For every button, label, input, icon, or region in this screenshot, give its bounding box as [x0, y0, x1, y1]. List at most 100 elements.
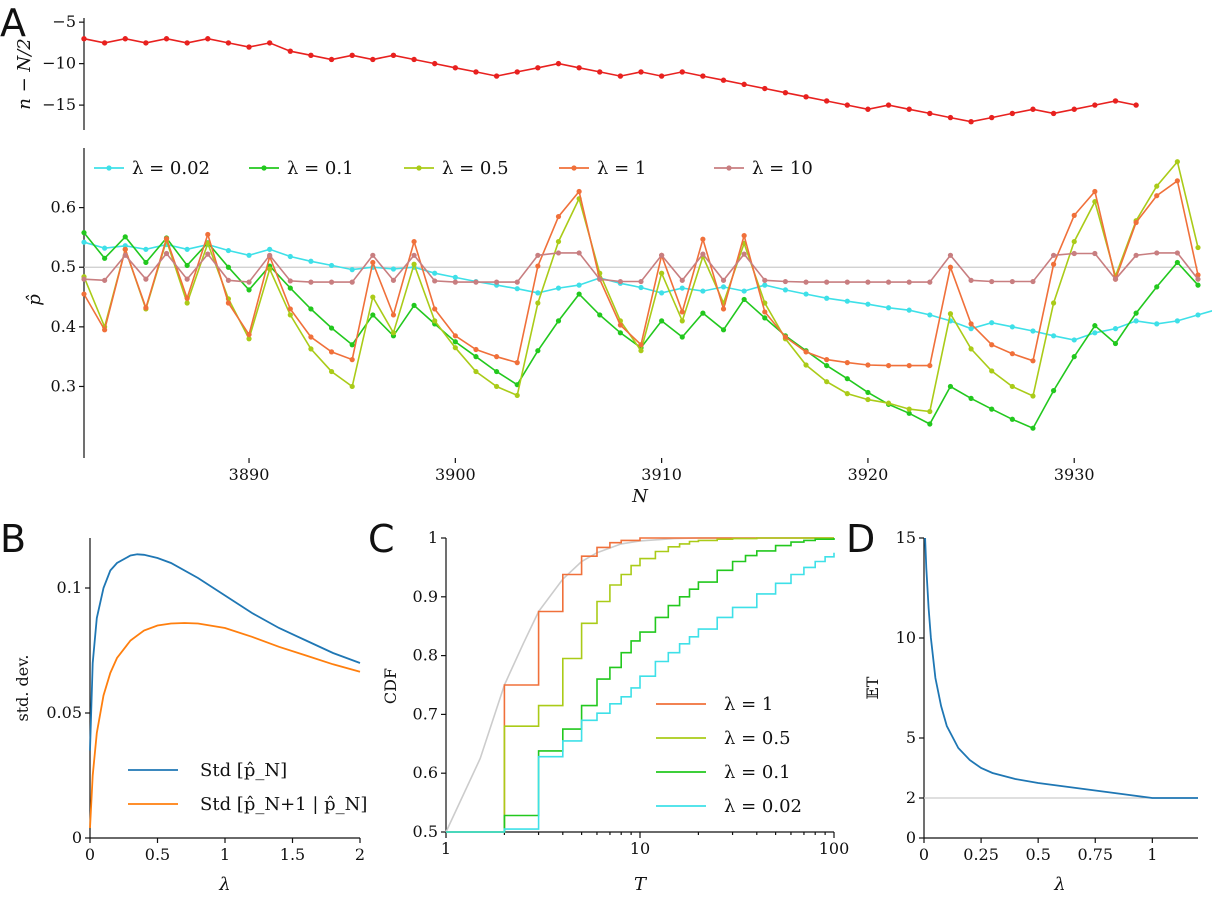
a-series-point [782, 278, 789, 285]
a-series-point [493, 354, 500, 360]
b-legend-label: Std [p̂_N+1 | p̂_N] [200, 794, 367, 815]
panel-label-c: C [368, 517, 395, 561]
a-series-point [947, 252, 954, 258]
a-series-point [989, 320, 995, 326]
a-series-point [535, 252, 541, 258]
a-series-point [473, 368, 479, 375]
c-y-tick-label: 1 [428, 528, 438, 547]
a-series-point [411, 238, 417, 245]
a-top-point [184, 40, 190, 46]
a-series-point [370, 294, 376, 300]
d-y-tick-label: 0 [906, 828, 916, 847]
a-y-tick-label: 0.4 [51, 317, 76, 336]
a-legend-label: λ = 0.02 [132, 158, 210, 179]
a-series-point [1050, 300, 1057, 306]
a-series-point [865, 396, 871, 403]
a-y-tick-label: 0.3 [51, 376, 76, 395]
a-series-point [1050, 388, 1057, 394]
a-series-point [597, 312, 603, 318]
a-series-point [659, 252, 665, 258]
a-series-point [844, 391, 850, 397]
b-x-label: λ [218, 874, 230, 895]
a-series-point [246, 331, 252, 338]
panel-label-a: A [0, 1, 26, 45]
a-series-point [741, 251, 747, 257]
a-series-point [184, 295, 190, 301]
a-series-point [473, 346, 479, 353]
a-series-point [720, 284, 727, 290]
a-top-point [741, 81, 747, 88]
a-series-point [555, 318, 562, 324]
a-series-point [700, 288, 706, 294]
b-series-line [89, 553, 361, 751]
c-legend-label: λ = 1 [724, 694, 773, 715]
c-y-tick-label: 0.8 [413, 646, 438, 665]
a-series-point [1112, 276, 1119, 282]
a-series-point [163, 236, 170, 242]
a-series-point [1071, 337, 1077, 343]
a-series-point [452, 345, 458, 351]
a-series-point [824, 295, 830, 301]
a-series-point [576, 250, 582, 256]
a-series-point [432, 278, 438, 284]
a-legend-marker [726, 165, 732, 171]
a-top-point [782, 89, 789, 96]
a-series-point [81, 239, 87, 245]
a-series-point [287, 253, 293, 260]
a-series-point [1009, 383, 1015, 390]
a-series-point [679, 334, 685, 340]
a-series-point [81, 291, 87, 297]
a-series-point [370, 312, 376, 318]
a-series-point [1009, 324, 1015, 330]
d-x-tick-label: 1 [1147, 845, 1157, 864]
a-series-point [432, 306, 438, 312]
a-series-point [1174, 259, 1180, 266]
c-y-tick-label: 0.6 [413, 763, 438, 782]
a-series-point [493, 383, 500, 390]
a-series-point [679, 309, 685, 315]
a-series-point [81, 230, 87, 236]
c-y-tick-label: 0.5 [413, 822, 438, 841]
a-series-point [824, 279, 830, 285]
a-series-point [349, 383, 355, 390]
a-series-point [205, 251, 211, 257]
a-series-point [102, 327, 108, 333]
a-top-point [762, 85, 768, 92]
a-series-point [1195, 282, 1201, 288]
a-top-point [700, 73, 706, 79]
a-series-point [267, 266, 273, 272]
a-series-point [225, 247, 232, 254]
a-series-point [102, 255, 108, 261]
a-series-point [947, 383, 954, 390]
a-series-point [349, 279, 355, 285]
a-series-point [741, 296, 747, 303]
a-series-point [1092, 330, 1098, 336]
panel-label-d: D [846, 517, 875, 561]
a-series-point [287, 278, 293, 284]
a-series-point [927, 362, 933, 369]
a-series-point [576, 188, 582, 195]
a-series-point [659, 270, 665, 276]
a-series-point [287, 306, 293, 312]
a-series-point [679, 277, 685, 283]
a-legend-marker [261, 165, 267, 171]
a-series-point [555, 250, 562, 256]
a-series-point [411, 261, 417, 267]
a-series-point [947, 264, 954, 270]
a-series-point [1112, 340, 1119, 347]
a-series-point [473, 279, 479, 285]
a-series-point [638, 348, 644, 354]
c-x-tick-label: 1 [441, 839, 451, 858]
a-series-point [679, 318, 685, 324]
a-series-point [390, 312, 397, 318]
a-series-point [968, 346, 974, 352]
a-series-point [205, 240, 211, 246]
a-series-point [968, 326, 974, 332]
d-x-tick-label: 0.25 [963, 845, 999, 864]
a-series-point [638, 342, 644, 348]
a-series-point [865, 301, 871, 307]
a-series-point [844, 376, 850, 382]
a-series-point [782, 334, 789, 340]
a-series-point [81, 276, 87, 282]
c-series-step [446, 552, 835, 833]
